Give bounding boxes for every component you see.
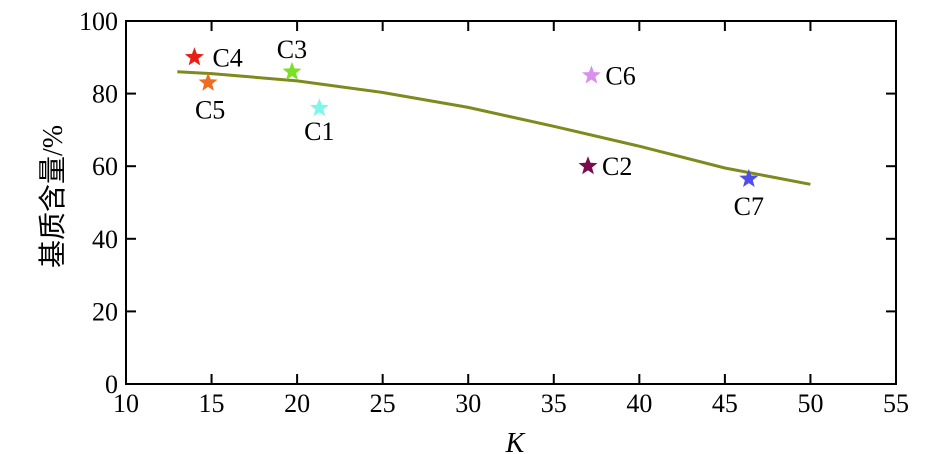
x-tick-label: 15 [199, 389, 225, 418]
x-tick-label: 10 [113, 389, 139, 418]
x-tick-label: 30 [455, 389, 481, 418]
plot-area: 10 15 20 25 30 35 40 45 50 55 0 20 40 60 80 100 C1 C2 C3 C4… [79, 7, 909, 418]
point-label-c5: C5 [195, 96, 225, 125]
data-point-c1 [309, 98, 329, 117]
y-axis-label: 基质含量/% [37, 125, 69, 268]
y-tick-label: 100 [79, 7, 118, 36]
data-point-c4 [184, 47, 204, 66]
data-point-c2 [578, 156, 598, 175]
y-tick-label: 80 [92, 80, 118, 109]
x-axis-label: K [505, 428, 526, 454]
data-point-c5 [198, 72, 218, 91]
x-tick-label: 55 [883, 389, 909, 418]
y-tick-label: 20 [92, 297, 118, 326]
x-tick-label: 50 [797, 389, 823, 418]
plot-frame [125, 20, 897, 385]
point-label-c1: C1 [304, 117, 334, 146]
x-tick-label: 45 [712, 389, 738, 418]
data-point-c6 [581, 65, 601, 84]
point-label-c4: C4 [212, 43, 242, 72]
x-tick-label: 20 [284, 389, 310, 418]
y-tick-label: 0 [105, 370, 118, 399]
data-point-c3 [282, 61, 302, 80]
y-tick-label: 40 [92, 225, 118, 254]
point-label-c3: C3 [277, 35, 307, 64]
data-point-c7 [739, 168, 759, 187]
point-label-c6: C6 [605, 61, 635, 90]
x-tick-label: 35 [541, 389, 567, 418]
fit-curve [177, 70, 811, 186]
x-tick-label: 25 [370, 389, 396, 418]
y-tick-label: 60 [92, 152, 118, 181]
point-label-c7: C7 [734, 192, 764, 221]
x-tick-label: 40 [626, 389, 652, 418]
point-label-c2: C2 [602, 152, 632, 181]
